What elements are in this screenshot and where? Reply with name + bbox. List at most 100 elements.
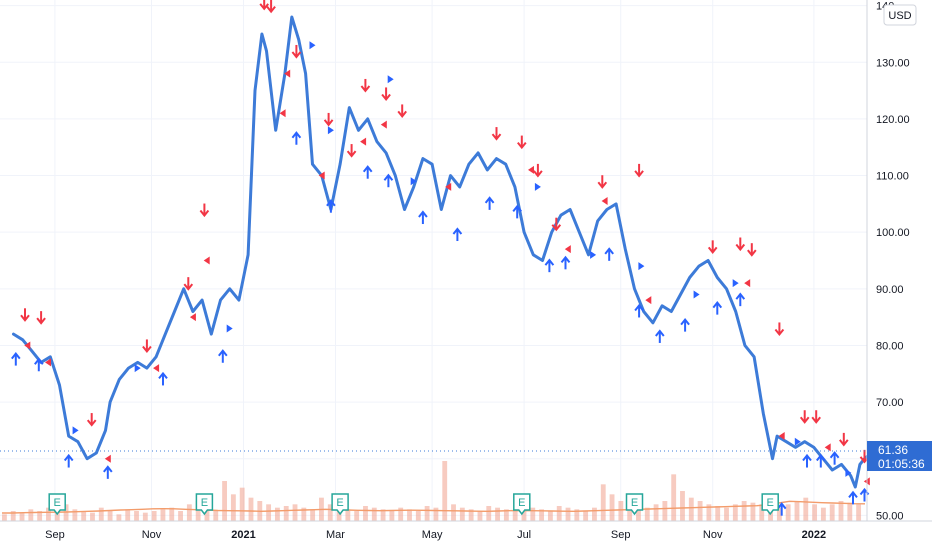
volume-bar xyxy=(46,507,51,521)
buy-signal-arrow xyxy=(218,349,228,363)
volume-bar xyxy=(706,504,712,521)
volume-bar xyxy=(715,506,721,521)
sell-signal-arrow xyxy=(597,175,608,189)
signal-arrow-head xyxy=(491,133,502,141)
signal-arrow-head xyxy=(512,204,522,212)
earnings-badge-letter: E xyxy=(54,497,61,509)
x-tick-label: Jul xyxy=(517,529,531,541)
volume-bar xyxy=(680,491,685,521)
buy-triangle-marker xyxy=(693,290,700,299)
volume-bar xyxy=(776,507,782,521)
signal-arrow-head xyxy=(218,349,228,357)
volume-bar xyxy=(283,506,289,521)
currency-badge[interactable]: USD xyxy=(883,4,917,26)
signal-arrow-head xyxy=(707,246,718,254)
signal-arrow-head xyxy=(362,165,373,173)
signal-arrow-head xyxy=(816,453,826,462)
earnings-badge[interactable]: E xyxy=(625,493,644,516)
sell-signal-arrow xyxy=(36,311,46,325)
volume-bar xyxy=(336,507,342,521)
volume-bar xyxy=(28,509,34,521)
sell-signal-arrow xyxy=(266,0,276,14)
volume-bar xyxy=(662,501,668,521)
volume-bar xyxy=(292,504,298,521)
volume-bar xyxy=(371,507,377,521)
volume-average-line xyxy=(2,500,866,514)
sell-triangle-marker xyxy=(203,256,210,265)
volume-bar xyxy=(468,509,474,521)
x-tick-label: Sep xyxy=(611,529,631,541)
buy-triangle-marker xyxy=(387,75,394,84)
buy-triangle-marker xyxy=(134,364,141,373)
volume-bar xyxy=(142,512,148,521)
signal-arrow-head xyxy=(86,419,97,427)
signal-arrow-head xyxy=(597,181,608,189)
x-tick-label: Nov xyxy=(142,529,162,541)
volume-bar xyxy=(600,484,606,521)
currency-badge-box xyxy=(883,4,917,26)
sell-signal-arrow xyxy=(346,144,357,158)
buy-signal-arrow xyxy=(712,301,723,315)
volume-bar xyxy=(671,474,677,521)
signal-arrow-head xyxy=(36,317,46,325)
signal-arrow-head xyxy=(604,247,614,255)
volume-bar xyxy=(847,502,853,521)
sell-triangle-marker xyxy=(528,165,534,174)
volume-bar xyxy=(741,501,747,521)
volume-bar xyxy=(442,461,448,521)
sell-signal-arrow xyxy=(323,112,334,127)
volume-bar xyxy=(451,504,456,521)
signal-arrow-head xyxy=(20,314,30,322)
earnings-badge[interactable]: E xyxy=(195,493,214,516)
volume-bar xyxy=(618,501,624,521)
buy-signal-arrow xyxy=(452,227,463,242)
signal-arrow-head xyxy=(551,224,562,232)
earnings-badge[interactable]: E xyxy=(331,493,349,516)
last-price-tag: 61.36 01:05:36 xyxy=(0,441,932,472)
volume-bar xyxy=(503,509,509,521)
earnings-badge[interactable]: E xyxy=(48,493,66,516)
buy-signal-arrow xyxy=(418,210,428,225)
sell-signal-arrow xyxy=(86,413,97,427)
earnings-badge[interactable]: E xyxy=(761,493,779,516)
buy-signal-arrow xyxy=(604,247,614,261)
volume-bar xyxy=(592,507,597,521)
buy-triangle-marker xyxy=(732,279,739,288)
buy-signal-arrow xyxy=(848,490,858,505)
volume-bar xyxy=(98,507,104,521)
y-tick-label: 80.00 xyxy=(876,340,904,352)
y-tick-label: 130.00 xyxy=(876,57,910,69)
time-axis[interactable]: Sep Nov 2021 Mar May Jul Sep Nov 2022 xyxy=(0,520,932,541)
volume-bar xyxy=(380,509,386,521)
volume-bar xyxy=(688,497,694,521)
volume-bar xyxy=(459,507,465,521)
volume-bar xyxy=(530,507,536,521)
buy-signal-arrow xyxy=(634,303,644,318)
signal-arrow-head xyxy=(735,243,746,252)
earnings-badge[interactable]: E xyxy=(513,493,531,516)
sell-triangle-marker xyxy=(318,171,325,180)
volume-bar xyxy=(213,511,219,521)
volume-bar xyxy=(204,507,210,521)
signal-arrow-head xyxy=(183,283,194,291)
volume-bar xyxy=(495,507,500,521)
signal-arrow-head xyxy=(323,119,334,127)
volume-bar xyxy=(433,507,439,521)
sell-triangle-marker xyxy=(645,296,652,305)
volume-bar xyxy=(424,506,430,521)
earnings-badge-letter: E xyxy=(201,497,208,509)
buy-triangle-marker xyxy=(590,250,597,259)
buy-signal-arrow xyxy=(512,204,522,219)
earnings-badge-shape xyxy=(48,493,66,516)
price-tag-countdown: 01:05:36 xyxy=(878,457,925,471)
sell-triangle-marker xyxy=(153,364,160,373)
volume-bar xyxy=(37,511,43,521)
signal-arrow-head xyxy=(829,451,840,459)
volume-bar xyxy=(750,502,756,521)
buy-signal-arrow xyxy=(680,318,690,332)
sell-signal-arrow xyxy=(183,277,194,291)
volume-bar xyxy=(732,504,738,521)
buy-triangle-marker xyxy=(534,182,541,191)
